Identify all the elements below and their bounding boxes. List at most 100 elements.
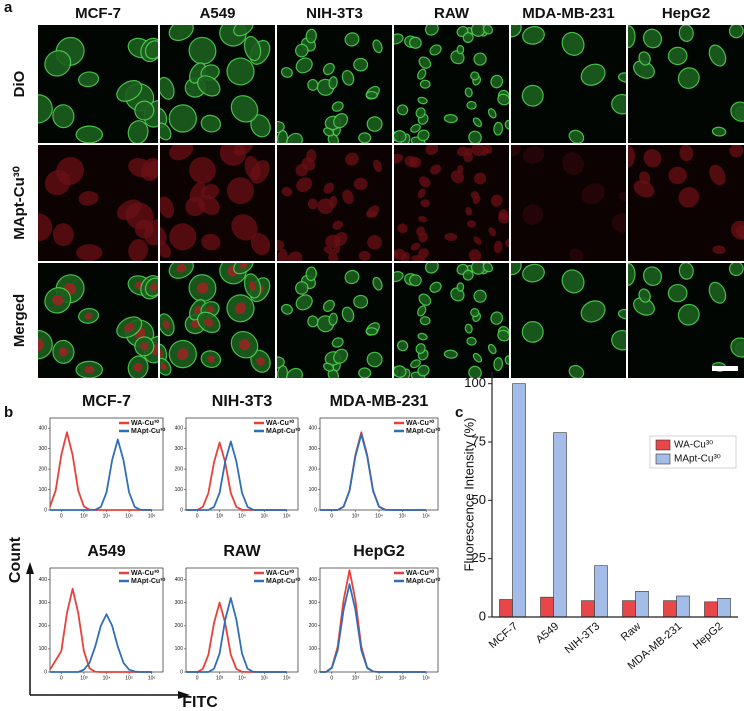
- cell: [341, 69, 355, 86]
- histogram-line: [320, 433, 427, 511]
- chart-title: HepG2: [353, 543, 405, 560]
- x-tick-label: 10³: [216, 513, 224, 519]
- nucleus: [38, 338, 44, 351]
- nucleus: [58, 347, 69, 357]
- cells: [160, 145, 271, 258]
- cell: [169, 145, 194, 161]
- cell: [420, 199, 430, 208]
- legend-label: WA-Cu³⁰: [406, 419, 434, 427]
- cell: [243, 35, 262, 62]
- cell: [323, 246, 334, 255]
- cell: [233, 145, 254, 156]
- cell: [250, 233, 271, 256]
- bar: [553, 432, 567, 618]
- cell: [295, 281, 309, 295]
- cell: [116, 199, 142, 221]
- cell: [394, 33, 404, 45]
- y-tick-label: 300: [39, 446, 48, 452]
- bar: [676, 595, 690, 618]
- legend-label: WA-Cu³⁰: [406, 569, 434, 577]
- cell: [322, 62, 335, 76]
- cell: [497, 212, 509, 224]
- cell: [465, 206, 473, 216]
- cells: [160, 263, 271, 376]
- cell: [306, 149, 317, 163]
- nucleus: [150, 283, 158, 291]
- cell: [353, 294, 369, 309]
- cell: [341, 306, 355, 323]
- y-tick-label: 0: [314, 507, 317, 513]
- cell: [462, 32, 474, 43]
- x-tick-label: 10⁶: [148, 675, 156, 681]
- cell: [417, 68, 427, 80]
- arrow-head: [178, 691, 190, 699]
- cells: [277, 266, 383, 378]
- cell: [342, 189, 354, 205]
- cell: [472, 352, 483, 363]
- y-tick-label: 100: [309, 646, 318, 652]
- cell: [372, 39, 383, 54]
- cell: [667, 46, 688, 66]
- cell: [226, 177, 254, 205]
- y-tick-label: 100: [464, 375, 486, 390]
- cell: [462, 269, 474, 281]
- cells: [38, 274, 158, 378]
- cell: [493, 121, 504, 136]
- nucleus: [177, 348, 189, 360]
- y-tick-label: 50: [472, 492, 486, 507]
- arrow-head: [26, 562, 34, 574]
- cell: [471, 145, 485, 157]
- x-tick-label: 0: [196, 513, 199, 519]
- cell: [244, 156, 261, 181]
- legend-label: WA-Cu³⁰: [131, 569, 159, 577]
- micrograph: [511, 145, 626, 261]
- y-tick-label: 100: [175, 646, 184, 652]
- cell: [709, 164, 726, 186]
- cell: [522, 204, 544, 225]
- legend-label: MApt-Cu³⁰: [406, 427, 440, 435]
- y-tick-label: 200: [309, 623, 318, 629]
- column-label: HepG2: [662, 5, 710, 22]
- cell: [730, 220, 744, 240]
- cell: [333, 113, 349, 129]
- cell: [493, 240, 503, 254]
- y-tick-label: 100: [39, 487, 48, 493]
- cell: [708, 281, 727, 304]
- x-tick-label: 10³: [216, 675, 224, 681]
- cell: [189, 156, 216, 184]
- cell: [417, 332, 428, 341]
- cell: [280, 303, 293, 315]
- y-tick-label: 75: [472, 433, 486, 448]
- cell: [425, 145, 439, 156]
- legend-label: MApt-Cu³⁰: [266, 427, 300, 435]
- column-label: A549: [200, 5, 236, 22]
- y-tick-label: 200: [175, 623, 184, 629]
- x-tick-label: MCF-7: [487, 620, 520, 651]
- cell: [504, 355, 509, 365]
- cell: [464, 87, 473, 98]
- cell: [366, 116, 383, 132]
- histogram-line: [50, 613, 152, 673]
- cell: [511, 25, 522, 38]
- y-tick-label: 300: [175, 600, 184, 606]
- column-label: NIH-3T3: [306, 5, 363, 22]
- cell: [358, 250, 371, 261]
- cell: [728, 263, 744, 277]
- y-axis-label: Count: [7, 536, 24, 583]
- column-label: MDA-MB-231: [522, 5, 615, 22]
- cell: [75, 125, 104, 143]
- nucleus: [160, 349, 163, 358]
- nucleus: [249, 281, 257, 291]
- cell: [305, 266, 317, 282]
- cell: [44, 50, 72, 77]
- y-tick-label: 400: [309, 577, 318, 583]
- cell: [472, 117, 483, 128]
- cell: [505, 238, 509, 248]
- nucleus: [206, 305, 214, 313]
- cell: [323, 362, 335, 372]
- legend-label: WA-Cu³⁰: [266, 569, 294, 577]
- histogram-line: [50, 438, 152, 511]
- cell: [322, 299, 335, 312]
- cell: [134, 219, 154, 239]
